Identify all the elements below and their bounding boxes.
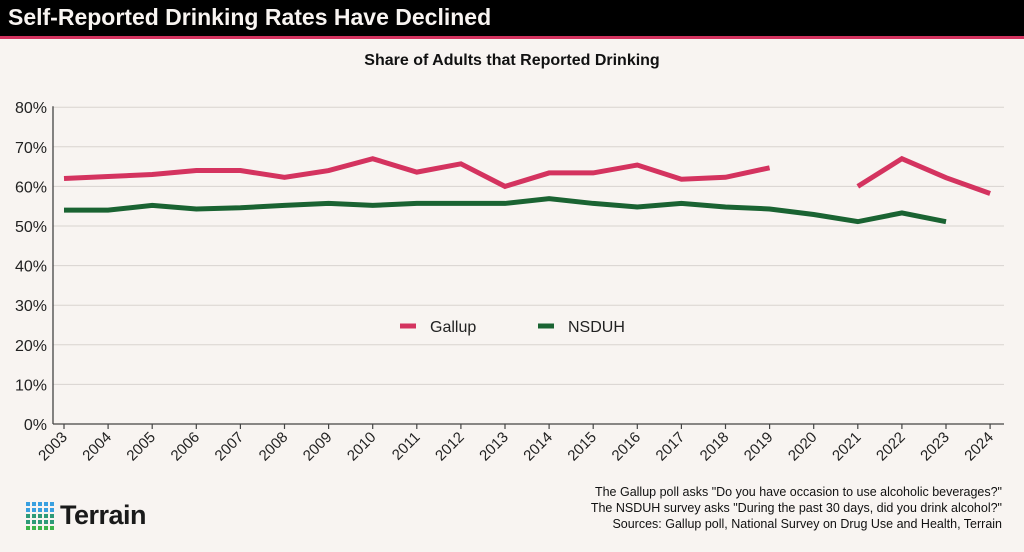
page-title: Self-Reported Drinking Rates Have Declin…: [8, 4, 492, 30]
x-tick-label: 2011: [389, 429, 424, 464]
x-tick-label: 2021: [829, 429, 865, 465]
logo-dots-icon: [26, 501, 54, 530]
note-gallup: The Gallup poll asks "Do you have occasi…: [594, 485, 1002, 499]
x-tick-label: 2022: [873, 429, 909, 465]
series-line-nsduh: [64, 196, 947, 225]
x-tick-label: 2019: [741, 429, 777, 465]
y-tick-label: 70%: [15, 140, 47, 157]
y-tick-label: 10%: [15, 377, 47, 394]
x-tick-label: 2014: [520, 429, 556, 465]
y-tick-label: 20%: [15, 338, 47, 355]
y-tick-label: 50%: [15, 219, 47, 236]
series-line-gallup: [856, 155, 991, 196]
y-tick-label: 30%: [15, 298, 47, 315]
x-tick-label: 2013: [476, 429, 512, 465]
legend-label-nsduh: NSDUH: [568, 319, 625, 336]
chart-notes: The Gallup poll asks "Do you have occasi…: [591, 484, 1002, 532]
x-tick-label: 2008: [256, 429, 292, 465]
x-tick-label: 2015: [564, 429, 600, 465]
x-tick-label: 2016: [609, 429, 645, 465]
x-tick-label: 2020: [785, 429, 821, 465]
y-tick-label: 80%: [15, 100, 47, 117]
logo-text: Terrain: [60, 500, 147, 530]
series-line-gallup: [63, 156, 771, 190]
terrain-logo: Terrain: [26, 500, 147, 531]
note-nsduh: The NSDUH survey asks "During the past 3…: [590, 501, 1002, 515]
header-accent-line: [0, 36, 1024, 39]
x-tick-label: 2005: [123, 429, 159, 465]
y-tick-label: 60%: [15, 179, 47, 196]
header-bar: Self-Reported Drinking Rates Have Declin…: [0, 0, 1024, 36]
y-tick-label: 40%: [15, 259, 47, 276]
x-tick-label: 2009: [300, 429, 336, 465]
note-sources: Sources: Gallup poll, National Survey on…: [612, 517, 1002, 531]
x-tick-label: 2010: [344, 429, 380, 465]
x-tick-label: 2007: [212, 429, 248, 465]
y-tick-label: 0%: [24, 417, 47, 434]
x-tick-label: 2012: [432, 429, 468, 465]
x-tick-label: 2003: [35, 429, 71, 465]
x-tick-label: 2017: [653, 429, 689, 465]
x-tick-label: 2024: [961, 429, 997, 465]
x-tick-label: 2023: [917, 429, 953, 465]
x-tick-label: 2006: [168, 429, 204, 465]
legend-label-gallup: Gallup: [430, 319, 476, 336]
chart-title: Share of Adults that Reported Drinking: [364, 52, 660, 69]
x-tick-label: 2004: [79, 429, 115, 465]
x-tick-label: 2018: [697, 429, 733, 465]
